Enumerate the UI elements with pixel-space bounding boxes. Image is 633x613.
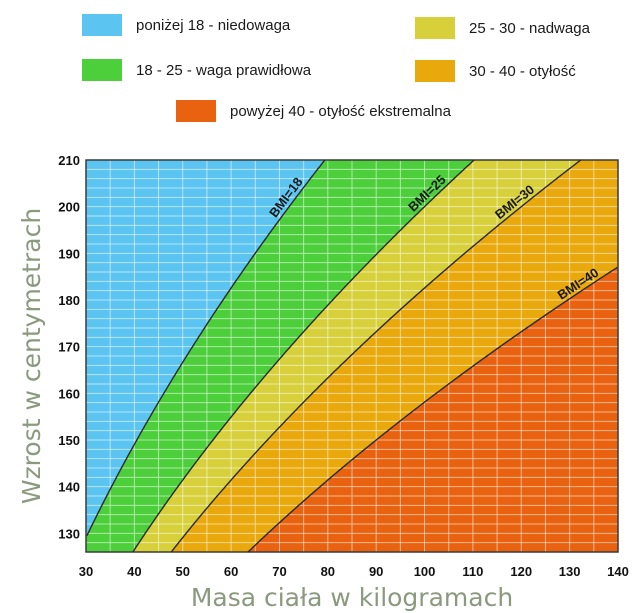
x-tick-label: 50 [175,564,189,579]
legend-swatch-overweight [415,17,455,39]
y-tick-label: 160 [58,386,80,401]
legend-label-obese: 30 - 40 - otyłość [469,62,576,80]
x-tick-label: 70 [272,564,286,579]
y-tick-label: 190 [58,246,80,261]
legend-label-normal: 18 - 25 - waga prawidłowa [136,61,312,79]
x-tick-label: 60 [224,564,238,579]
legend-item-normal: 18 - 25 - waga prawidłowa [82,59,311,81]
band-0-18 [86,160,325,552]
legend-label-extreme: powyżej 40 - otyłość ekstremalna [230,102,451,120]
curve-bmi-25 [132,159,475,553]
legend-swatch-normal [82,59,122,81]
x-tick-label: 80 [321,564,335,579]
x-tick-label: 40 [127,564,141,579]
plot-frame [85,159,619,553]
x-tick-label: 120 [510,564,532,579]
legend-swatch-obese [415,60,455,82]
legend-item-underweight: poniżej 18 - niedowaga [82,14,290,36]
y-axis-title: Wzrost w centymetrach [17,208,46,504]
curve-bmi-18 [86,159,326,536]
legend-item-obese: 30 - 40 - otyłość [415,60,576,82]
legend-swatch-underweight [82,14,122,36]
y-tick-label: 150 [58,433,80,448]
y-tick-label: 170 [58,340,80,355]
chart-grid [85,159,619,553]
y-tick-label: 140 [58,480,80,495]
x-tick-label: 130 [559,564,581,579]
x-tick-label: 30 [79,564,93,579]
curve-bmi-30 [170,159,582,553]
x-tick-label: 110 [462,564,483,579]
y-tick-label: 130 [58,526,80,541]
legend-label-underweight: poniżej 18 - niedowaga [136,16,291,34]
curve-bmi-40 [247,266,618,553]
y-tick-label: 180 [58,293,80,308]
legend-swatch-extreme [176,100,216,122]
x-tick-labels: 30 40 50 60 70 80 90 100 110 120 130 140 [79,564,629,579]
legend: poniżej 18 - niedowaga 25 - 30 - nadwaga… [0,0,633,140]
y-tick-labels: 130 140 150 160 170 180 190 200 210 [58,153,80,541]
x-tick-label: 90 [369,564,383,579]
y-tick-label: 210 [58,153,80,168]
x-axis-title: Masa ciała w kilogramach [191,583,513,612]
y-tick-label: 200 [58,200,80,215]
legend-label-overweight: 25 - 30 - nadwaga [469,19,590,37]
legend-item-overweight: 25 - 30 - nadwaga [415,17,590,39]
x-tick-label: 100 [414,564,436,579]
x-tick-label: 140 [607,564,629,579]
legend-item-extreme: powyżej 40 - otyłość ekstremalna [176,100,451,122]
